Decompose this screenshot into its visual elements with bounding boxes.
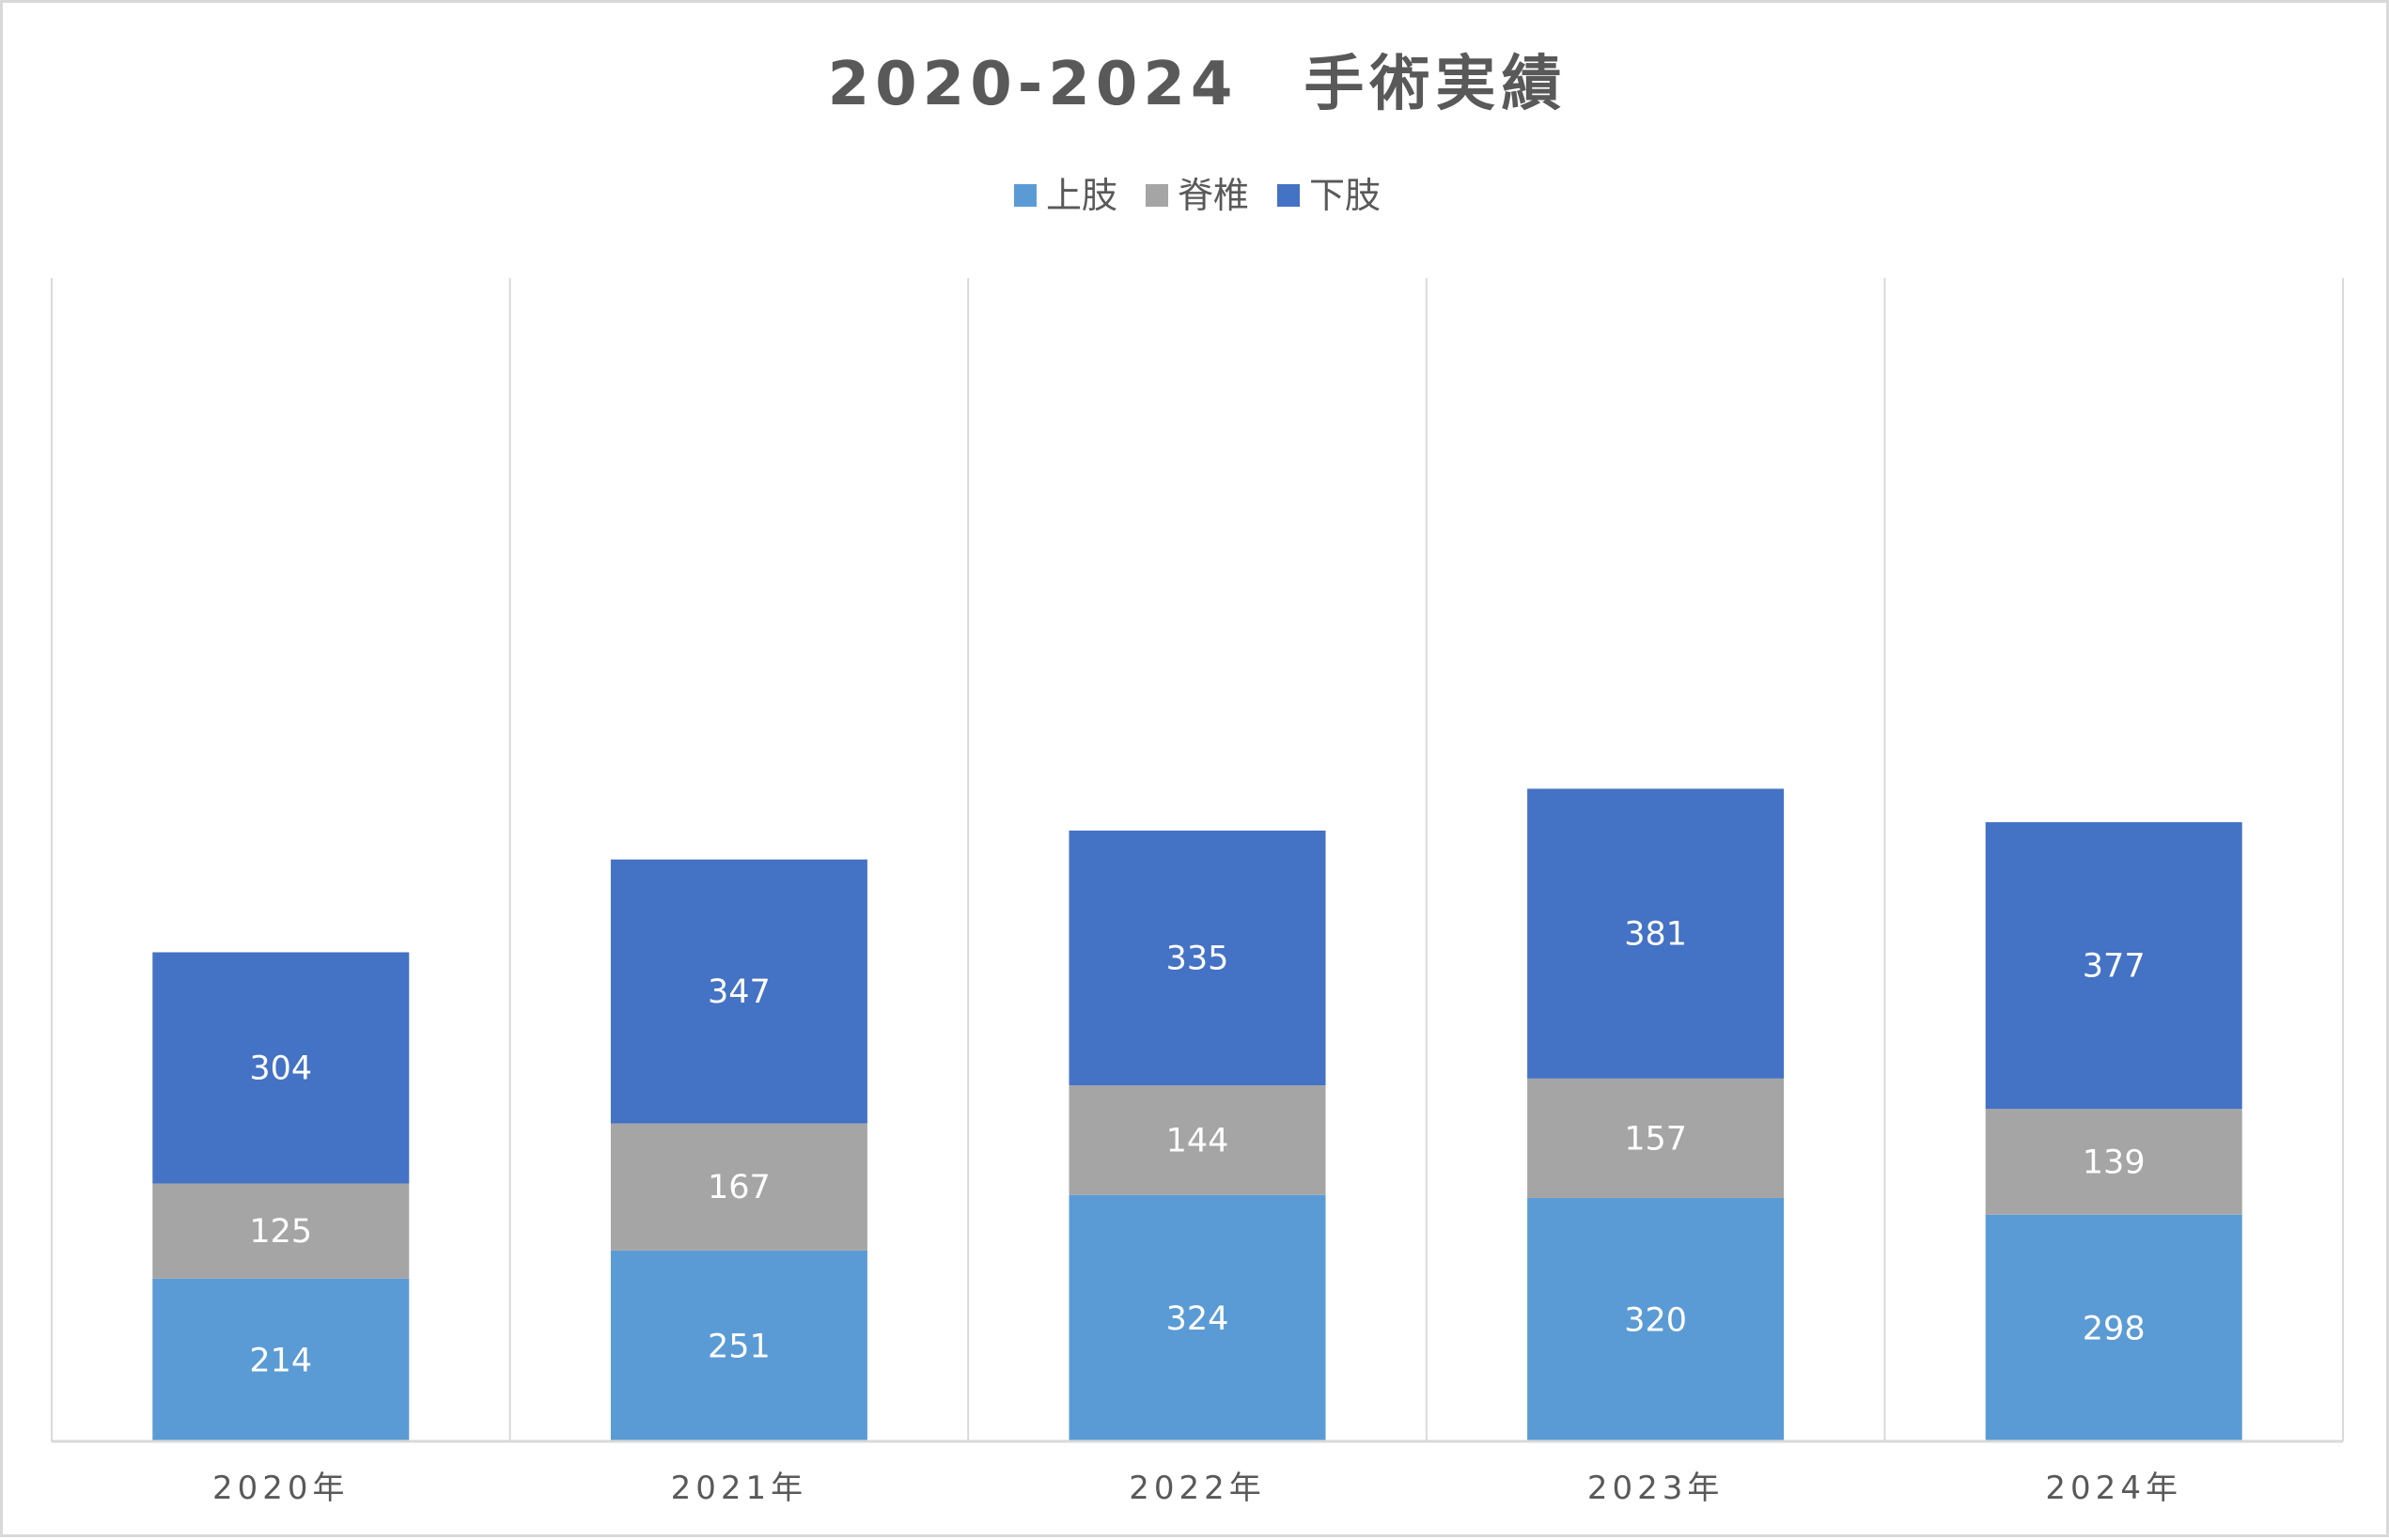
data-label-1-0: 251	[708, 1328, 771, 1365]
data-label-3-0: 320	[1624, 1301, 1687, 1339]
data-label-4-2: 377	[2083, 948, 2146, 986]
x-axis-tick-labels: 2020年 2021年 2022年 2023年 2024年	[212, 1470, 2182, 1507]
legend-item-0: 上肢	[1013, 175, 1117, 216]
bar-1-2	[610, 859, 867, 1124]
x-tick-label-4: 2024年	[2045, 1470, 2182, 1507]
data-label-1-1: 167	[708, 1169, 771, 1206]
data-label-0-1: 125	[249, 1213, 312, 1251]
data-label-2-1: 144	[1166, 1122, 1229, 1159]
x-tick-label-3: 2023年	[1587, 1470, 1725, 1507]
data-label-1-2: 347	[708, 973, 771, 1011]
bar-2-0	[1069, 1194, 1326, 1441]
legend-label-2: 下肢	[1309, 175, 1381, 216]
legend-swatch-1	[1145, 184, 1168, 207]
legend-swatch-0	[1013, 184, 1037, 207]
bar-3-2	[1527, 788, 1785, 1079]
bar-0-2	[152, 952, 410, 1184]
bar-0-1	[152, 1183, 410, 1279]
data-label-3-1: 157	[1624, 1120, 1687, 1158]
category-gridlines	[51, 278, 2344, 1441]
bar-1-0	[610, 1250, 867, 1441]
legend-swatch-2	[1277, 184, 1301, 207]
data-label-2-0: 324	[1166, 1300, 1229, 1338]
data-label-0-2: 304	[249, 1050, 312, 1088]
bar-1-1	[610, 1123, 867, 1251]
data-label-2-2: 335	[1166, 941, 1229, 978]
legend-label-1: 脊椎	[1178, 175, 1249, 216]
x-tick-label-0: 2020年	[212, 1470, 350, 1507]
legend-label-0: 上肢	[1046, 175, 1117, 216]
bar-3-0	[1527, 1197, 1785, 1441]
data-labels: 214 125 304 251 167 347 324 144 335 320 157 381 298 1…	[249, 916, 2145, 1380]
x-tick-label-2: 2022年	[1129, 1470, 1266, 1507]
bars	[152, 788, 2242, 1441]
data-label-3-2: 381	[1624, 916, 1687, 954]
chart-title: 2020-2024 手術実績	[828, 50, 1568, 119]
bar-0-0	[152, 1278, 410, 1441]
bar-4-1	[1985, 1109, 2242, 1215]
legend: 上肢 脊椎 下肢	[1013, 175, 1381, 216]
data-label-0-0: 214	[249, 1342, 312, 1379]
bar-3-1	[1527, 1078, 1785, 1198]
legend-item-1: 脊椎	[1145, 175, 1249, 216]
data-label-4-0: 298	[2083, 1310, 2146, 1347]
bar-4-0	[1985, 1214, 2242, 1441]
bar-2-1	[1069, 1085, 1326, 1195]
bar-2-2	[1069, 830, 1326, 1086]
data-label-4-1: 139	[2083, 1144, 2146, 1182]
x-tick-label-1: 2021年	[671, 1470, 808, 1507]
bar-4-2	[1985, 822, 2242, 1110]
legend-item-2: 下肢	[1277, 175, 1381, 216]
stacked-bar-chart: 2020-2024 手術実績 上肢 脊椎 下肢 214 125 304 251 167 347…	[51, 50, 2344, 1507]
